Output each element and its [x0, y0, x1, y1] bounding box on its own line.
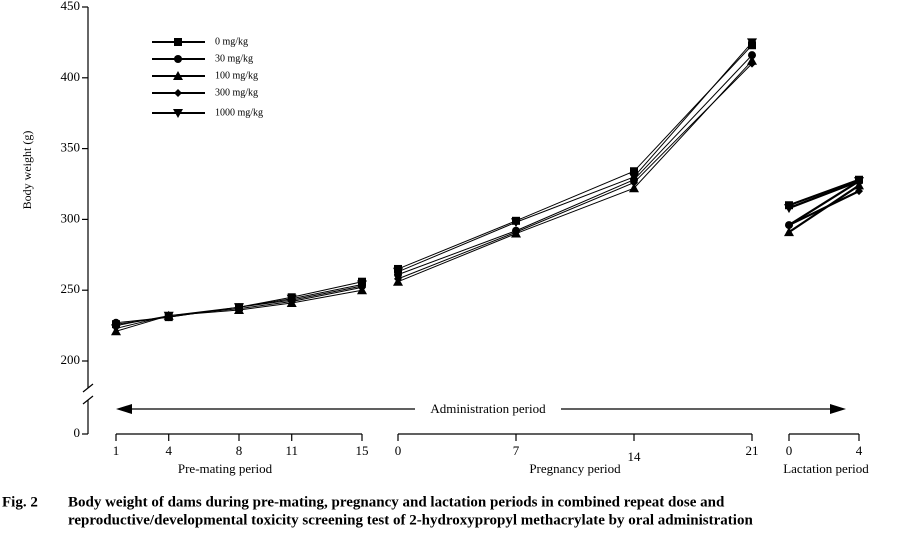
y-tick-label: 300 [61, 210, 81, 225]
x-tick-label: 21 [746, 443, 759, 458]
x-tick-label: 0 [395, 443, 402, 458]
y-axis-label: Body weight (g) [20, 131, 34, 210]
marker [163, 311, 174, 321]
arrowhead [830, 404, 846, 414]
caption-line: reproductive/developmental toxicity scre… [68, 512, 753, 528]
marker [855, 187, 863, 196]
marker [512, 228, 520, 237]
caption-line: Body weight of dams during pre-mating, p… [68, 494, 725, 510]
x-tick-label: 4 [165, 443, 172, 458]
period-label: Pre-mating period [178, 461, 273, 476]
y-tick-label: 450 [61, 0, 81, 13]
x-tick-label: 11 [285, 443, 298, 458]
legend-label: 30 mg/kg [215, 53, 253, 64]
marker [629, 172, 639, 182]
marker [286, 294, 297, 304]
axis-break [82, 383, 94, 393]
legend-marker [173, 71, 183, 80]
marker [630, 178, 638, 187]
x-tick-label: 1 [113, 443, 120, 458]
y-tick-label: 350 [61, 140, 81, 155]
series-line [788, 178, 860, 207]
y-tick-label: 200 [61, 352, 81, 367]
series-line [397, 44, 753, 270]
marker [630, 167, 638, 176]
marker [234, 303, 244, 313]
caption-label: Fig. 2 [2, 494, 38, 510]
marker [748, 59, 756, 68]
series-line [788, 180, 860, 210]
x-tick-label: 15 [356, 443, 369, 458]
x-tick-label: 14 [628, 449, 642, 464]
marker [111, 324, 121, 334]
marker [394, 274, 402, 283]
legend-marker [174, 38, 182, 46]
legend-label: 300 mg/kg [215, 87, 258, 98]
y-tick-label: 250 [61, 281, 81, 296]
x-tick-label: 7 [513, 443, 520, 458]
legend-marker [174, 55, 182, 63]
x-tick-label: 8 [236, 443, 243, 458]
series-line [397, 42, 753, 273]
period-label: Pregnancy period [529, 461, 621, 476]
series-line [397, 63, 753, 280]
marker [784, 204, 794, 214]
x-tick-label: 4 [856, 443, 863, 458]
series-line [788, 190, 860, 227]
period-label: Lactation period [783, 461, 869, 476]
marker [393, 267, 403, 277]
legend-label: 0 mg/kg [215, 36, 248, 47]
series-line [397, 60, 753, 283]
marker [854, 177, 864, 187]
series-line [115, 281, 363, 325]
marker [747, 38, 757, 48]
marker [357, 280, 367, 290]
arrowhead [116, 404, 132, 414]
legend-marker [173, 109, 183, 118]
marker [784, 227, 794, 237]
series-line [788, 180, 860, 226]
marker [748, 51, 756, 60]
series-line [397, 54, 753, 276]
y-tick-label: 400 [61, 69, 81, 84]
y-tick-label: 0 [74, 425, 81, 440]
axis-break [82, 395, 94, 405]
legend-marker [174, 89, 182, 97]
x-tick-label: 0 [786, 443, 793, 458]
annotation: Administration period [430, 401, 546, 416]
legend-label: 100 mg/kg [215, 70, 258, 81]
marker [511, 218, 521, 228]
annotation-bg [415, 401, 561, 417]
marker [629, 183, 639, 193]
legend-label: 1000 mg/kg [215, 107, 263, 118]
marker [785, 221, 793, 230]
